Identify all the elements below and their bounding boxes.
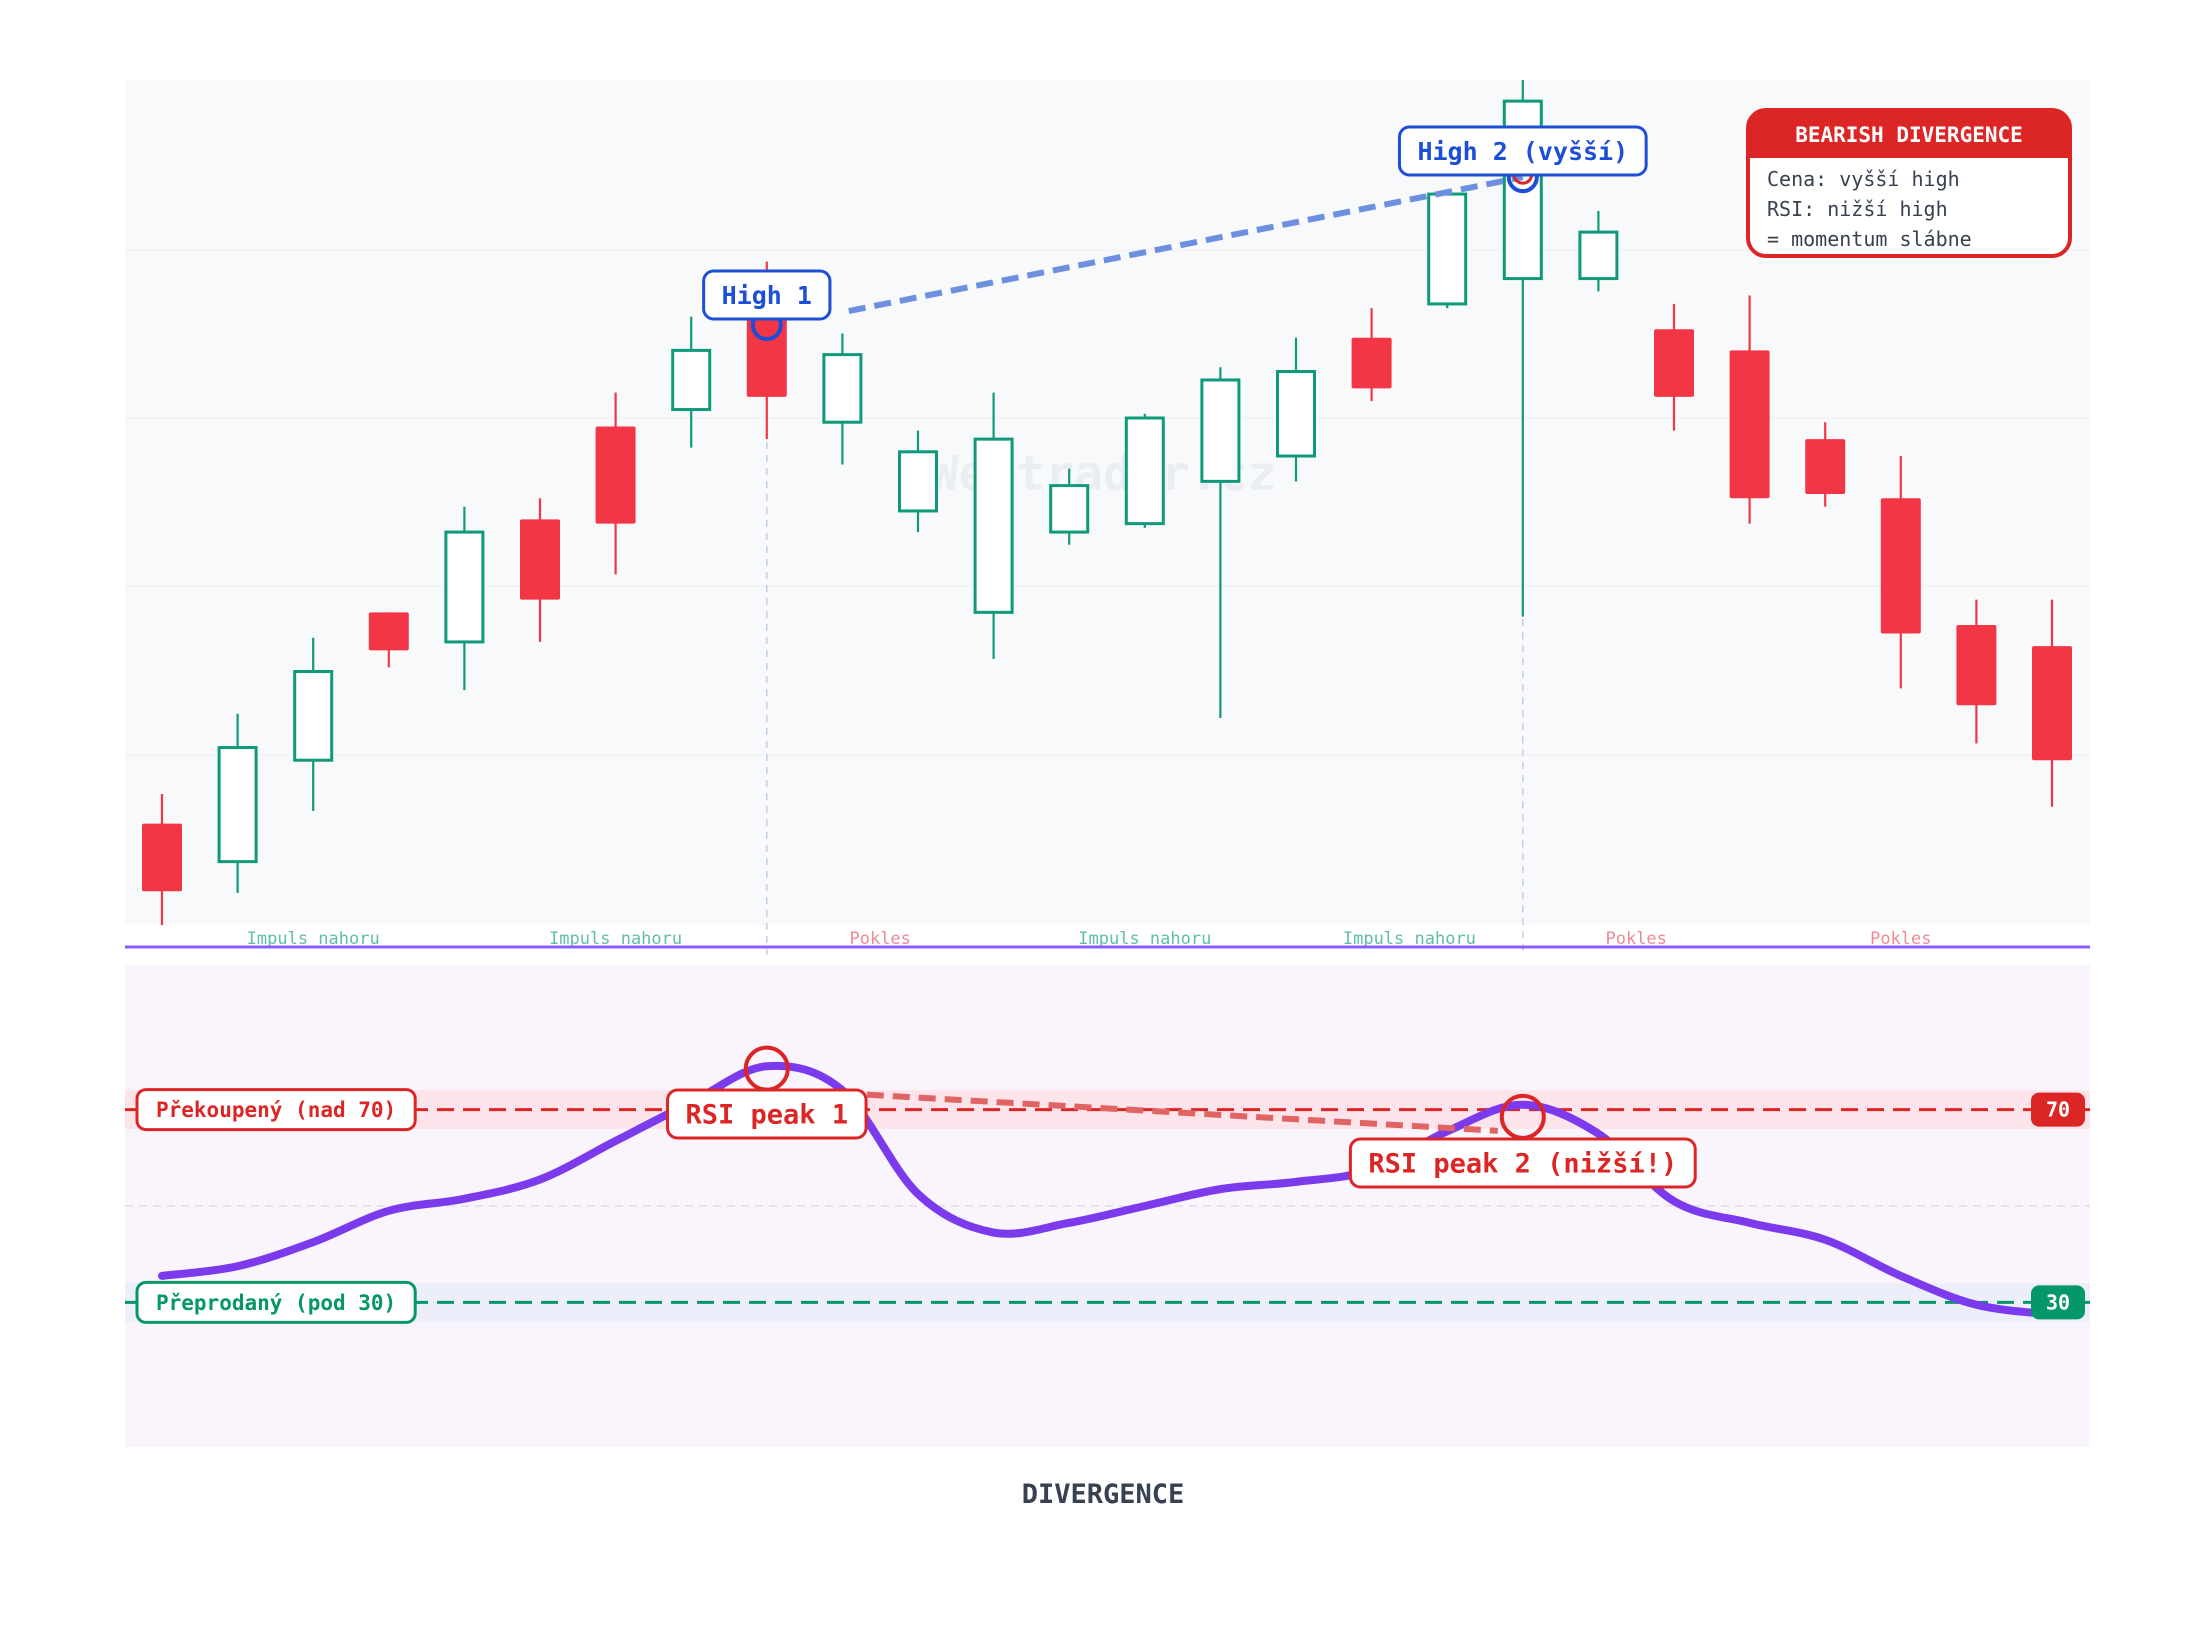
candle-body (1276, 370, 1316, 458)
candle (1351, 308, 1392, 402)
info-box: BEARISH DIVERGENCE Cena: vyšší high RSI:… (1746, 108, 2072, 258)
candle (1805, 422, 1846, 507)
candle-body (1351, 337, 1392, 389)
info-box-line-2: RSI: nižší high (1767, 197, 1948, 221)
candle (1578, 210, 1619, 292)
candle (1880, 456, 1921, 689)
overbought-value-badge: 70 (2046, 1098, 2070, 1122)
candle-body (1729, 350, 1770, 499)
candle-body (293, 670, 334, 762)
oversold-value-badge-box (2031, 1285, 2085, 1320)
candle-body (368, 612, 409, 651)
candle (1200, 367, 1241, 718)
candle (444, 506, 485, 691)
info-box-line-3: = momentum slábne (1767, 227, 1972, 251)
candle-body (1956, 625, 1997, 706)
phase-label: Impuls nahoru (549, 929, 682, 949)
candle (1049, 468, 1090, 545)
high-1-label-box (702, 269, 832, 321)
candle-body (973, 437, 1014, 614)
price-annotations: High 1 High 2 (vyšší) (702, 125, 1648, 342)
candle (1729, 295, 1770, 524)
candle-body (2032, 646, 2072, 761)
phase-label: Impuls nahoru (1078, 929, 1211, 949)
info-box-line-1: Cena: vyšší high (1767, 167, 1960, 191)
rsi-line-group (158, 1061, 2056, 1319)
candle-body (898, 450, 938, 513)
candle-body (1427, 192, 1468, 306)
candle-body (595, 426, 636, 524)
candle (217, 713, 258, 893)
candle-body (1654, 329, 1694, 397)
phase-label: Pokles (1605, 929, 1666, 949)
candle-body (1578, 230, 1619, 281)
rsi-peak-1-label-box (666, 1088, 868, 1140)
rsi-peak-2-label-box (1348, 1137, 1697, 1189)
candle (2032, 599, 2072, 807)
candle (520, 498, 560, 642)
candle-body (1124, 416, 1165, 526)
candle (671, 316, 712, 448)
overbought-label-box (135, 1088, 417, 1132)
high-2-label-box (1397, 125, 1648, 177)
overbought-value-badge-box (2031, 1092, 2085, 1127)
candle (973, 392, 1014, 659)
oversold-value-badge: 30 (2046, 1290, 2070, 1314)
chart-title: DIVERGENCE (1022, 1479, 1185, 1510)
phase-label: Impuls nahoru (247, 929, 380, 949)
candle-body (142, 823, 182, 892)
candle-body (520, 519, 560, 600)
high-2-label: High 2 (vyšší) (1417, 137, 1628, 166)
overbought-label: Překoupený (nad 70) (156, 1098, 396, 1122)
candle (1276, 337, 1316, 482)
candle (293, 637, 334, 811)
candle-body (1200, 378, 1241, 483)
phase-label: Pokles (1870, 929, 1931, 949)
rsi-zones (125, 1090, 2090, 1322)
candle-body (1880, 498, 1921, 634)
info-box-title: BEARISH DIVERGENCE (1795, 123, 2023, 147)
candle (1124, 413, 1165, 528)
candle-body (822, 353, 863, 424)
candle (1956, 599, 1997, 744)
candle-body (217, 746, 258, 864)
phase-label: Pokles (849, 929, 910, 949)
candle (368, 612, 409, 668)
candle-body (1805, 439, 1846, 495)
candle (1427, 192, 1468, 309)
high-1-label: High 1 (722, 281, 812, 310)
info-box-header (1748, 110, 2070, 158)
rsi-peak-1-label: RSI peak 1 (686, 1100, 849, 1131)
candle (142, 794, 182, 925)
rsi-panel: RSI peak 1 RSI peak 2 (nižší!) Překoupený … (125, 965, 2090, 1447)
rsi-annotations: RSI peak 1 RSI peak 2 (nižší!) Překoupený … (135, 1045, 2085, 1324)
candle (822, 333, 863, 465)
rsi-divergence-line (866, 1091, 1498, 1134)
candle (1654, 303, 1694, 431)
phase-labels: Impuls nahoru Impuls nahoru Pokles Impuls n… (247, 929, 1932, 949)
phase-label: Impuls nahoru (1343, 929, 1476, 949)
price-divergence-line (848, 174, 1524, 314)
rsi-peak-2-label: RSI peak 2 (nižší!) (1368, 1149, 1677, 1180)
candle-body (671, 348, 712, 412)
candle (898, 430, 938, 533)
candle-body (1049, 484, 1090, 534)
candle-body (444, 530, 485, 644)
oversold-label: Přeprodaný (pod 30) (156, 1291, 396, 1315)
rsi-line (158, 1061, 2056, 1319)
oversold-label-box (135, 1280, 417, 1324)
candle (595, 392, 636, 575)
